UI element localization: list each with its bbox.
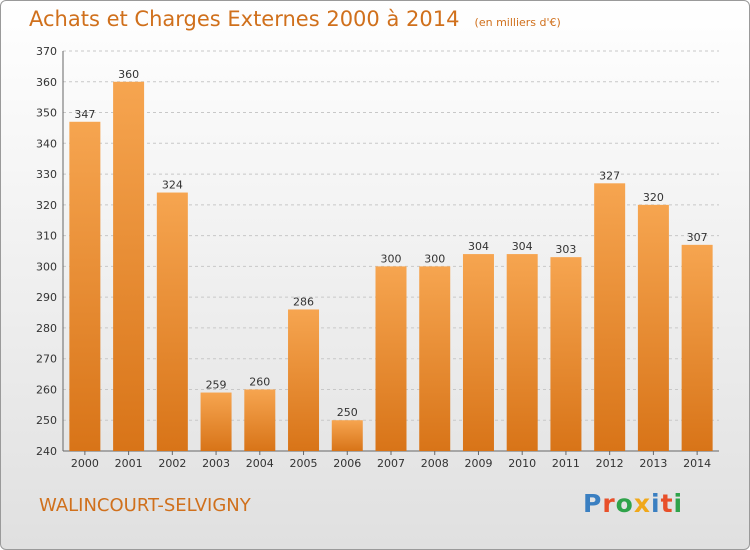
bar-2013 [637,204,669,451]
data-label: 286 [293,295,314,308]
y-tick-label: 370 [36,45,57,58]
data-label: 250 [337,406,358,419]
y-tick-label: 290 [36,291,57,304]
data-label: 304 [512,240,533,253]
y-tick-label: 300 [36,260,57,273]
chart-title: Achats et Charges Externes 2000 à 2014 [29,7,460,31]
data-label: 259 [206,379,227,392]
data-label: 307 [687,231,708,244]
x-tick-label: 2001 [115,457,143,470]
data-label: 360 [118,68,139,81]
proxiti-logo: Proxiti [583,489,683,518]
logo-letter: x [633,489,651,518]
title-row: Achats et Charges Externes 2000 à 2014 (… [29,7,561,31]
y-tick-label: 240 [36,445,57,458]
x-tick-label: 2014 [683,457,711,470]
bar-2011 [550,257,582,451]
data-label: 300 [424,252,445,265]
x-tick-label: 2011 [552,457,580,470]
y-tick-label: 270 [36,353,57,366]
bar-2014 [681,244,713,451]
x-tick-label: 2003 [202,457,230,470]
y-tick-label: 250 [36,414,57,427]
y-tick-label: 330 [36,168,57,181]
bar-2007 [375,266,407,451]
bar-2012 [594,183,626,452]
data-label: 320 [643,191,664,204]
y-tick-label: 310 [36,230,57,243]
bar-2000 [69,121,101,452]
chart-unit: (en milliers d'€) [474,16,561,29]
logo-letter: r [602,489,616,518]
x-tick-label: 2005 [290,457,318,470]
data-label: 303 [555,243,576,256]
bar-2006 [331,420,363,451]
y-tick-label: 340 [36,137,57,150]
data-label: 324 [162,179,183,192]
data-label: 327 [599,169,620,182]
y-tick-label: 360 [36,76,57,89]
bar-2010 [506,254,538,451]
logo-letter: i [651,489,661,518]
y-tick-label: 350 [36,107,57,120]
x-tick-label: 2010 [508,457,536,470]
data-label: 260 [249,375,270,388]
logo-letter: t [660,489,674,518]
bar-2004 [244,389,276,451]
bar-2002 [156,192,188,452]
logo-letter: P [583,489,603,518]
x-tick-label: 2008 [421,457,449,470]
x-tick-label: 2006 [333,457,361,470]
x-tick-label: 2002 [158,457,186,470]
data-label: 300 [381,252,402,265]
data-label: 304 [468,240,489,253]
bar-2008 [419,266,451,451]
y-tick-label: 280 [36,322,57,335]
x-tick-label: 2000 [71,457,99,470]
y-tick-label: 320 [36,199,57,212]
x-tick-label: 2009 [464,457,492,470]
y-tick-label: 260 [36,383,57,396]
x-tick-label: 2004 [246,457,274,470]
x-tick-label: 2013 [639,457,667,470]
bar-2009 [462,254,494,451]
bar-2001 [113,81,145,452]
bar-2005 [288,309,320,451]
logo-letter: i [673,489,684,518]
x-tick-label: 2012 [596,457,624,470]
x-tick-label: 2007 [377,457,405,470]
data-label: 347 [74,108,95,121]
logo-letter: o [615,489,634,518]
bar-2003 [200,392,232,451]
commune-name: WALINCOURT-SELVIGNY [39,495,251,516]
